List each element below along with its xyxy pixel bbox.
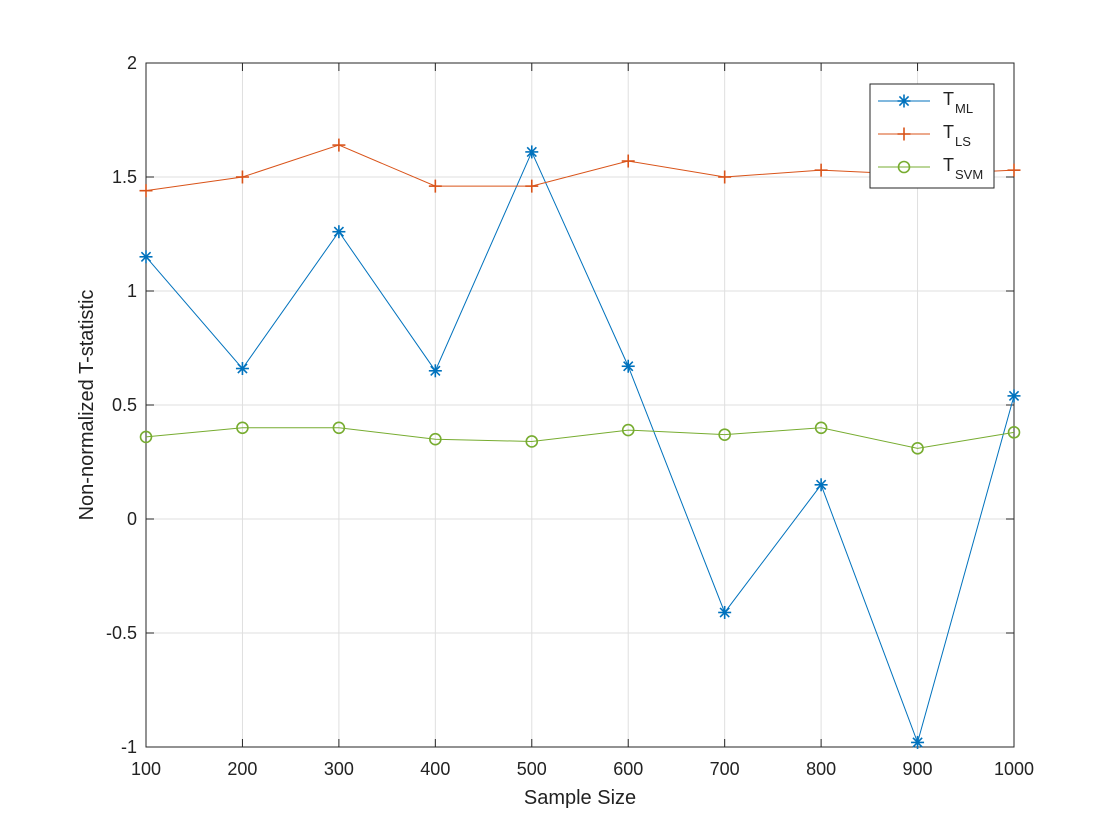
data-point: [429, 432, 442, 446]
x-tick-label: 1000: [994, 759, 1034, 779]
legend-item-t-svm: T SVM: [878, 155, 983, 182]
data-point: [814, 163, 828, 177]
y-tick-label: 1.5: [112, 167, 137, 187]
data-point: [1007, 163, 1021, 177]
legend-marker: [897, 94, 911, 108]
x-tick-label: 100: [131, 759, 161, 779]
data-point: [814, 478, 828, 492]
marker-stroke: [1008, 390, 1020, 402]
data-point: [718, 170, 732, 184]
x-axis-label: Sample Size: [524, 787, 636, 809]
series-t-svm: [139, 421, 1021, 455]
axis-ticks: 100 200 300 400 500 600 700 800 900 1000 -1 -0.5 0 0.…: [106, 53, 1034, 779]
legend: T MLT LST SVM: [869, 83, 995, 189]
legend-item-t-ml: T ML: [878, 89, 973, 116]
y-tick-label: -1: [121, 737, 137, 757]
data-point: [332, 138, 346, 152]
data-point: [428, 364, 442, 378]
data-point: [621, 423, 635, 437]
data-point: [814, 421, 828, 435]
marker-stroke: [623, 361, 634, 372]
y-tick-label: 0: [127, 509, 137, 529]
marker-stroke: [140, 251, 152, 262]
data-point: [332, 421, 346, 435]
legend-label-main: T: [943, 89, 954, 109]
data-point: [621, 154, 635, 168]
data-series: [139, 138, 1021, 749]
y-tick-label: 1: [127, 281, 137, 301]
series-line: [145, 144, 1015, 192]
data-point: [525, 145, 539, 159]
y-tick-label: 0.5: [112, 395, 137, 415]
data-point: [235, 170, 249, 184]
data-point: [911, 442, 924, 455]
data-point: [139, 430, 153, 444]
series-line: [145, 427, 1015, 449]
legend-label-sub: SVM: [955, 167, 983, 182]
data-point: [718, 428, 731, 441]
legend-label-main: T: [943, 155, 954, 175]
data-point: [428, 179, 442, 193]
x-tick-label: 400: [420, 759, 450, 779]
data-point: [236, 421, 249, 435]
data-point: [621, 359, 635, 373]
data-point: [1007, 389, 1021, 403]
series-t-ml: [139, 145, 1021, 749]
data-point: [1007, 426, 1021, 439]
marker-stroke: [333, 226, 345, 237]
data-point: [139, 250, 153, 264]
x-tick-label: 900: [903, 759, 933, 779]
marker-stroke: [430, 365, 441, 376]
y-tick-label: 2: [127, 53, 137, 73]
x-tick-label: 700: [710, 759, 740, 779]
data-point: [525, 435, 539, 448]
marker-stroke: [815, 479, 827, 490]
y-axis-label: Non-normalized T-statistic: [76, 290, 98, 521]
x-tick-label: 200: [227, 759, 257, 779]
legend-item-t-ls: T LS: [878, 122, 971, 149]
y-tick-label: -0.5: [106, 623, 137, 643]
marker-stroke: [912, 737, 923, 748]
legend-label-main: T: [943, 122, 954, 142]
data-point: [911, 735, 925, 749]
data-point: [718, 605, 732, 619]
legend-marker: [897, 127, 911, 141]
legend-label-sub: LS: [955, 134, 971, 149]
x-tick-label: 500: [517, 759, 547, 779]
series-line: [145, 150, 1015, 745]
data-point: [332, 225, 346, 239]
data-point: [235, 362, 249, 376]
marker-stroke: [237, 363, 248, 374]
legend-label-sub: ML: [955, 101, 973, 116]
data-point: [139, 184, 153, 198]
marker-stroke: [719, 607, 730, 618]
marker-stroke: [526, 146, 537, 158]
marker-stroke: [898, 95, 910, 107]
x-tick-label: 600: [613, 759, 643, 779]
x-tick-label: 800: [806, 759, 836, 779]
legend-marker: [897, 160, 911, 174]
data-point: [525, 179, 539, 193]
x-tick-label: 300: [324, 759, 354, 779]
